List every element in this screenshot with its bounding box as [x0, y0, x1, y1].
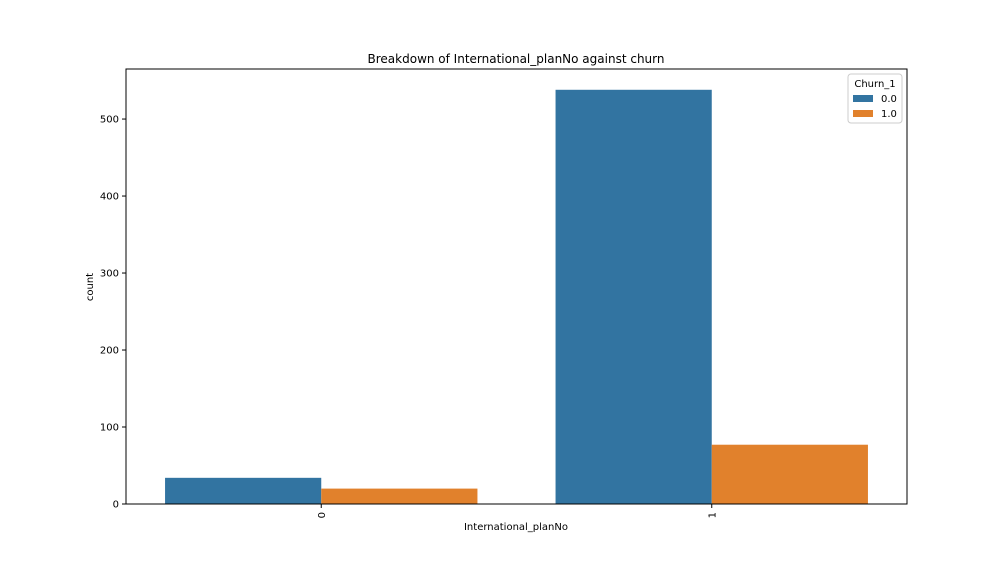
bars-layer — [165, 89, 868, 505]
legend-title: Churn_1 — [854, 79, 895, 90]
legend-label: 1.0 — [881, 109, 897, 120]
legend-label: 0.0 — [881, 94, 897, 105]
y-tick-label: 400 — [100, 192, 119, 203]
legend-swatch — [853, 110, 873, 117]
y-tick-label: 0 — [113, 500, 119, 511]
y-axis-label: count — [85, 273, 96, 301]
legend-entries: 0.01.0 — [853, 94, 897, 120]
x-tick-label: 1 — [707, 512, 718, 518]
bar-1-series-0 — [555, 89, 712, 505]
chart-title: Breakdown of International_planNo agains… — [368, 52, 665, 66]
y-tick-label: 100 — [100, 423, 119, 434]
legend-swatch — [853, 95, 873, 102]
y-tick-label: 200 — [100, 346, 119, 357]
y-tick-label: 300 — [100, 269, 119, 280]
y-axis: 0 100 200 300 400 500 — [100, 115, 126, 511]
bar-0-series-1 — [321, 488, 478, 504]
plot-frame — [125, 68, 908, 505]
x-axis-label: International_planNo — [464, 522, 568, 533]
bar-1-series-1 — [711, 444, 868, 504]
bar-0-series-0 — [165, 477, 322, 504]
x-tick-label: 0 — [317, 512, 328, 518]
legend: Churn_1 0.01.0 — [847, 73, 903, 124]
y-tick-label: 500 — [100, 115, 119, 126]
